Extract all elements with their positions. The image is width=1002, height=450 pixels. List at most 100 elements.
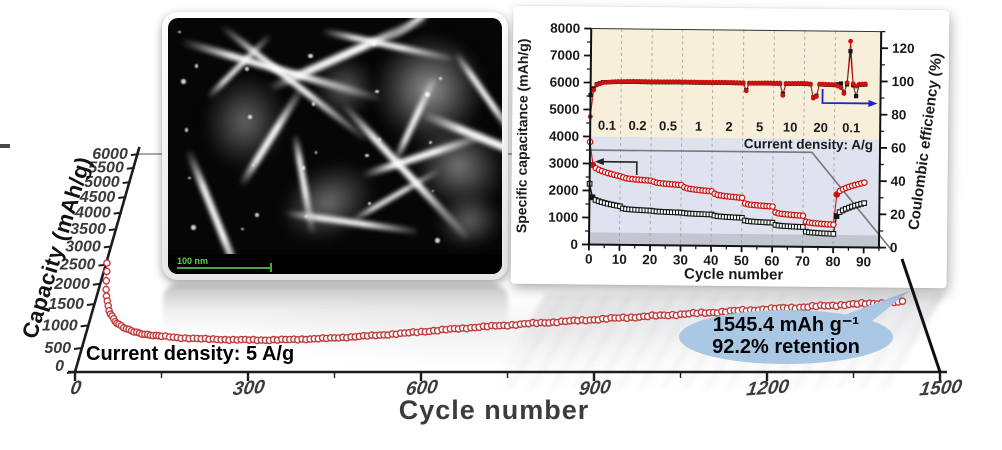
rate-label: 2 (725, 119, 732, 134)
sem-feature (431, 189, 435, 193)
inset-left-title: Specific capacitance (mAh/g) (513, 38, 531, 233)
right-tick-label: 0 (890, 240, 898, 255)
sem-feature (248, 115, 252, 119)
efficiency-arrow (821, 88, 870, 105)
sem-feature (191, 225, 196, 230)
capacitance-series (586, 138, 868, 237)
rate-label: 0.1 (842, 120, 860, 135)
floor-reflection (200, 295, 760, 367)
callout-line-2: 92.2% retention (712, 336, 860, 358)
sem-feature (244, 66, 250, 72)
callout-bubble: 1545.4 mAh g⁻¹92.2% retention (679, 291, 909, 364)
sem-feature (241, 227, 244, 231)
left-tick-label: 4000 (549, 129, 579, 144)
sem-micrograph: 100 nm (168, 18, 502, 274)
sem-feature (308, 53, 313, 59)
sem-feature (304, 215, 308, 218)
bottom-tick-label: 90 (856, 254, 871, 269)
bottom-tick-label: 50 (734, 253, 749, 268)
right-tick-label: 20 (890, 207, 905, 222)
left-tick-label: 1000 (548, 210, 578, 225)
sem-feature (254, 212, 260, 218)
bottom-tick-label: 40 (703, 253, 718, 268)
y-tick-label: 3000 (65, 238, 101, 255)
sem-feature (375, 89, 379, 94)
x-tick-label: 300 (231, 377, 266, 400)
left-tick-label: 0 (570, 237, 578, 252)
y-tick-label: 1500 (48, 296, 84, 313)
bottom-tick-label: 10 (612, 252, 627, 267)
left-tick-label: 8000 (550, 21, 580, 36)
right-tick-label: 120 (892, 41, 915, 56)
y-tick-label: 5500 (88, 160, 124, 177)
capacitance-arrowhead-icon (594, 158, 604, 166)
sem-feature (368, 202, 371, 205)
rate-label: 0.2 (628, 118, 646, 133)
y-tick-label: 2000 (53, 276, 90, 293)
rate-label: 10 (783, 120, 798, 135)
bottom-tick-label: 20 (642, 252, 657, 267)
sem-feature (428, 140, 433, 145)
rate-labels: 0.1 0.2 0.5 1 2 5 10 20 0.1 (598, 118, 860, 136)
left-tick-label: 7000 (550, 48, 580, 63)
sem-feature (371, 41, 377, 46)
right-tick-label: 40 (891, 174, 906, 189)
rate-label: 5 (756, 119, 763, 134)
left-tick-label: 2000 (548, 183, 578, 198)
y-tick-label: 4000 (74, 205, 111, 222)
sem-feature (365, 153, 369, 158)
rate-label: 0.1 (598, 118, 616, 133)
background-axis-line (589, 149, 894, 253)
y-tick-label: 2500 (59, 257, 96, 274)
sem-feature (438, 76, 443, 81)
y-tick-label: 3500 (70, 221, 106, 238)
sem-feature (314, 151, 318, 154)
right-tick-label: 80 (891, 107, 906, 122)
bottom-tick-label: 70 (795, 254, 810, 269)
x-axis: 0 300 600 900 1200 1500 Cycle number (68, 370, 964, 425)
callout-line-1: 1545.4 mAh g⁻¹ (713, 314, 860, 336)
x-tick-label: 0 (69, 378, 83, 400)
right-tick-label: 100 (892, 74, 915, 89)
rate-label: 0.5 (659, 118, 677, 133)
left-tick-label: 3000 (549, 156, 579, 171)
gridlines (619, 28, 836, 248)
efficiency-arrowhead-icon (868, 99, 878, 107)
sem-feature (184, 128, 189, 132)
scale-bar-line (177, 263, 272, 272)
rate-capability-inset: 0.1 0.2 0.5 1 2 5 10 20 0.1 Current density: A/g 0… (510, 5, 950, 289)
x-tick-label: 1500 (918, 376, 963, 400)
scale-bar-label: 100 nm (177, 256, 209, 266)
left-tick-label: 6000 (550, 75, 580, 90)
y-tick-label: 6000 (92, 146, 128, 163)
y-tick-label: 4500 (79, 189, 116, 206)
bottom-tick-label: 30 (673, 252, 688, 267)
sem-feature (181, 79, 186, 84)
y-tick-label: 1000 (42, 317, 78, 334)
right-tick-label: 60 (891, 140, 906, 155)
sem-feature (425, 92, 430, 97)
sem-feature (178, 30, 181, 34)
x-axis-title: Cycle number (399, 395, 590, 425)
inset-x-title: Cycle number (684, 266, 784, 284)
bottom-tick-label: 80 (825, 254, 840, 269)
sem-feature (251, 163, 254, 167)
left-tick-label: 5000 (549, 102, 579, 117)
sem-image-inset: 100 nm (162, 12, 508, 280)
sem-feature (435, 238, 440, 243)
x-tick-label: 600 (404, 377, 439, 400)
sem-feature (378, 138, 381, 141)
x-tick-label: 900 (577, 377, 612, 400)
gray-band (588, 232, 880, 248)
sem-info-bar: 100 nm (168, 254, 502, 274)
sem-feature (301, 166, 306, 170)
y-tick-label: 500 (44, 340, 71, 357)
bottom-tick-label: 0 (585, 251, 593, 266)
y-tick-label: 0 (55, 358, 64, 375)
capacitance-arrow (602, 160, 638, 176)
bottom-tick-label: 60 (764, 253, 779, 268)
sem-feature (194, 64, 199, 68)
